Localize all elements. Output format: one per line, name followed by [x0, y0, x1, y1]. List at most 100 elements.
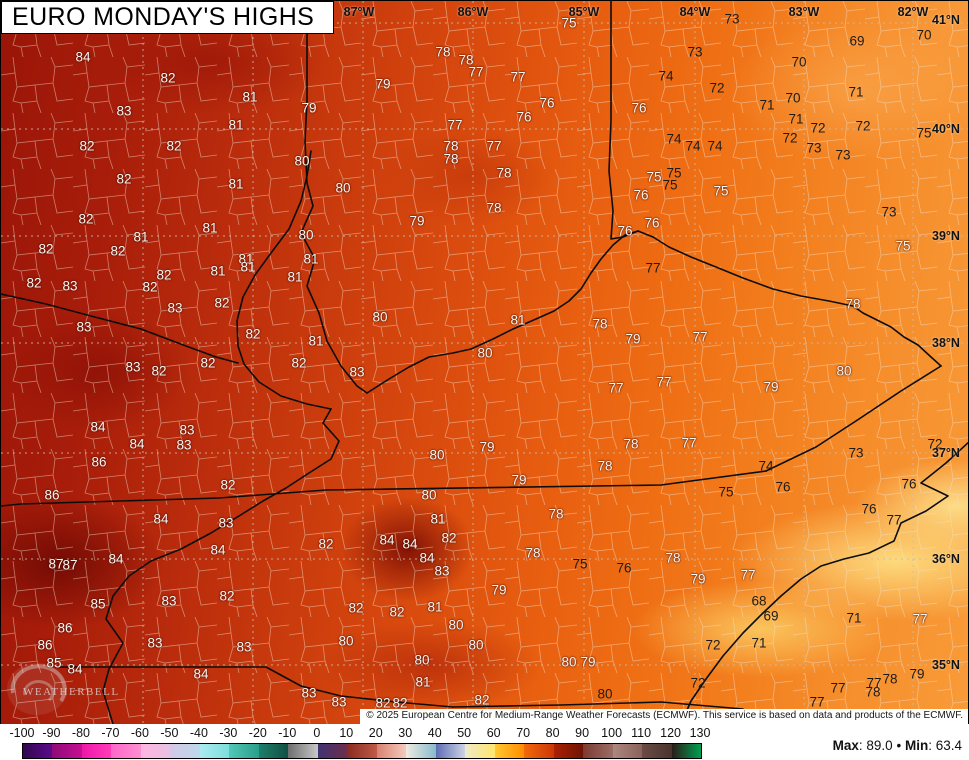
temperature-value-label: 78	[443, 151, 459, 167]
temperature-value-label: 74	[685, 138, 701, 154]
temperature-value-label: 82	[110, 243, 126, 259]
temperature-value-label: 83	[167, 300, 183, 316]
colorbar-segment	[671, 744, 702, 758]
county-borders	[1, 1, 968, 724]
temperature-value-label: 80	[338, 633, 354, 649]
temperature-value-label: 82	[160, 70, 176, 86]
temperature-value-label: 80	[414, 652, 430, 668]
colorbar-tick: 80	[545, 726, 560, 740]
temperature-value-label: 70	[785, 90, 801, 106]
mississippi-river-lower	[102, 408, 340, 724]
temperature-value-label: 77	[510, 69, 526, 85]
longitude-label: 87°W	[343, 5, 375, 19]
temperature-value-label: 83	[301, 685, 317, 701]
temperature-value-label: 78	[597, 458, 613, 474]
temperature-value-label: 72	[782, 130, 798, 146]
temperature-value-label: 84	[153, 511, 169, 527]
temperature-value-label: 84	[108, 551, 124, 567]
colorbar-tick: -50	[160, 726, 179, 740]
temperature-value-label: 82	[166, 138, 182, 154]
temperature-value-label: 78	[592, 316, 608, 332]
colorbar-segment	[23, 744, 53, 758]
map-title: EURO MONDAY'S HIGHS	[1, 1, 334, 34]
latitude-label: 37°N	[932, 446, 960, 460]
state-borders	[1, 1, 968, 724]
temperature-value-label: 75	[718, 484, 734, 500]
temperature-value-label: 78	[496, 165, 512, 181]
temperature-value-label: 84	[402, 536, 418, 552]
temperature-value-label: 76	[631, 100, 647, 116]
temperature-value-label: 76	[901, 476, 917, 492]
temperature-value-label: 73	[806, 140, 822, 156]
temperature-value-label: 73	[724, 11, 740, 27]
colorbar-segment	[465, 744, 495, 758]
temperature-value-label: 78	[443, 138, 459, 154]
temperature-value-label: 80	[561, 654, 577, 670]
colorbar-segment	[229, 744, 259, 758]
temperature-value-label: 80	[448, 617, 464, 633]
colorbar-segment	[347, 744, 377, 758]
temperature-value-label: 74	[658, 68, 674, 84]
weatherbell-watermark-logo	[7, 663, 67, 715]
temperature-value-label: 76	[616, 560, 632, 576]
tennessee-south-border-west	[55, 666, 454, 708]
temperature-value-label: 78	[845, 296, 861, 312]
temperature-value-label: 77	[830, 680, 846, 696]
temperature-value-label: 71	[751, 635, 767, 651]
temperature-value-label: 73	[835, 147, 851, 163]
temperature-value-label: 72	[705, 637, 721, 653]
temperature-value-label: 79	[909, 666, 925, 682]
colorbar-tick: 0	[313, 726, 321, 740]
temperature-value-label: 83	[349, 364, 365, 380]
temperature-value-label: 84	[90, 419, 106, 435]
temperature-value-label: 78	[435, 44, 451, 60]
min-value: 63.4	[935, 738, 962, 753]
temperature-value-label: 70	[791, 54, 807, 70]
colorbar-segment	[612, 744, 643, 758]
temperature-value-label: 80	[421, 487, 437, 503]
min-label: Min	[904, 738, 929, 753]
colorbar-tick: 20	[368, 726, 383, 740]
temperature-value-label: 80	[294, 153, 310, 169]
mississippi-river-upper	[236, 150, 332, 410]
temperature-value-label: 82	[375, 695, 391, 711]
temperature-value-label: 77	[912, 611, 928, 627]
temperature-value-label: 83	[76, 319, 92, 335]
temperature-value-label: 87	[62, 557, 78, 573]
temperature-value-label: 82	[220, 477, 236, 493]
temperature-value-label: 75	[561, 15, 577, 31]
temperature-value-label: 85	[90, 596, 106, 612]
temperature-value-label: 82	[26, 275, 42, 291]
temperature-value-label: 82	[200, 355, 216, 371]
colorbar-tick: -80	[71, 726, 90, 740]
colorbar-segment	[258, 744, 289, 758]
colorbar-segment	[317, 744, 348, 758]
temperature-value-label: 82	[392, 695, 408, 711]
temperature-value-label: 83	[62, 278, 78, 294]
colorbar-tick: -100	[9, 726, 35, 740]
max-min-stats: Max: 89.0 • Min: 63.4	[832, 738, 962, 753]
colorbar-segment	[376, 744, 407, 758]
temperature-value-label: 87	[48, 556, 64, 572]
temperature-value-label: 77	[486, 138, 502, 154]
temperature-value-label: 84	[210, 542, 226, 558]
colorbar-segment	[553, 744, 584, 758]
temperature-value-label: 84	[67, 661, 83, 677]
colorbar-segment	[642, 744, 672, 758]
colorbar-segment	[288, 744, 318, 758]
colorbar-segment	[494, 744, 525, 758]
temperature-value-label: 78	[525, 545, 541, 561]
temperature-value-label: 74	[666, 131, 682, 147]
temperature-value-label: 79	[511, 472, 527, 488]
temperature-value-label: 73	[881, 204, 897, 220]
attribution-bar: © 2025 European Centre for Medium-Range …	[360, 709, 968, 724]
colorbar-tick: -60	[130, 726, 149, 740]
temperature-value-label: 77	[681, 435, 697, 451]
temperature-value-label: 75	[662, 177, 678, 193]
temperature-value-label: 71	[759, 97, 775, 113]
temperature-value-label: 68	[751, 593, 767, 609]
graticule-lines	[1, 1, 968, 724]
colorbar-tick: 40	[427, 726, 442, 740]
colorbar-segment	[52, 744, 82, 758]
colorbar-tick: 50	[457, 726, 472, 740]
